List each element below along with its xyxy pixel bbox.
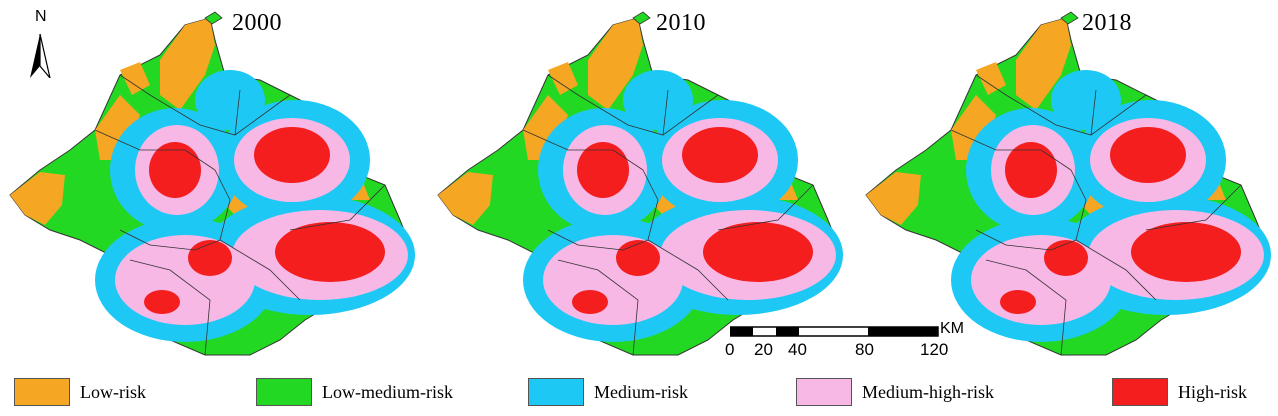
year-label-2018: 2018 [1082, 10, 1132, 36]
risk-map-2010 [437, 11, 844, 356]
north-arrow-label: N [35, 8, 47, 25]
scale-tick-20: 20 [754, 340, 773, 359]
scale-bar-graphic [730, 326, 939, 337]
year-label-2010: 2010 [656, 10, 706, 36]
map-panel-2018 [856, 0, 1276, 370]
scale-tick-40: 40 [788, 340, 807, 359]
north-arrow: N [26, 8, 66, 78]
north-arrow-icon [30, 33, 51, 78]
legend-label-medium-risk: Medium-risk [594, 382, 688, 402]
legend-swatch-low-medium-risk [256, 378, 312, 406]
scale-tick-80: 80 [855, 340, 874, 359]
legend-label-medium-high-risk: Medium-high-risk [862, 382, 994, 402]
scale-bar: KM 0 20 40 80 120 [725, 320, 988, 362]
map-panel-2010 [428, 0, 848, 370]
scale-tick-120: 120 [920, 340, 949, 359]
legend-label-low-medium-risk: Low-medium-risk [322, 382, 453, 402]
legend: Low-risk Low-medium-risk Medium-risk Med… [0, 374, 1278, 414]
legend-swatch-low-risk [14, 378, 70, 406]
legend-swatch-medium-high-risk [796, 378, 852, 406]
legend-swatch-medium-risk [528, 378, 584, 406]
legend-swatch-high-risk [1112, 378, 1168, 406]
scale-tick-0: 0 [725, 340, 735, 359]
year-label-2000: 2000 [232, 10, 282, 36]
legend-label-high-risk: High-risk [1178, 382, 1247, 402]
risk-map-2018 [865, 11, 1272, 356]
legend-label-low-risk: Low-risk [80, 382, 146, 402]
scale-unit: KM [940, 320, 964, 337]
